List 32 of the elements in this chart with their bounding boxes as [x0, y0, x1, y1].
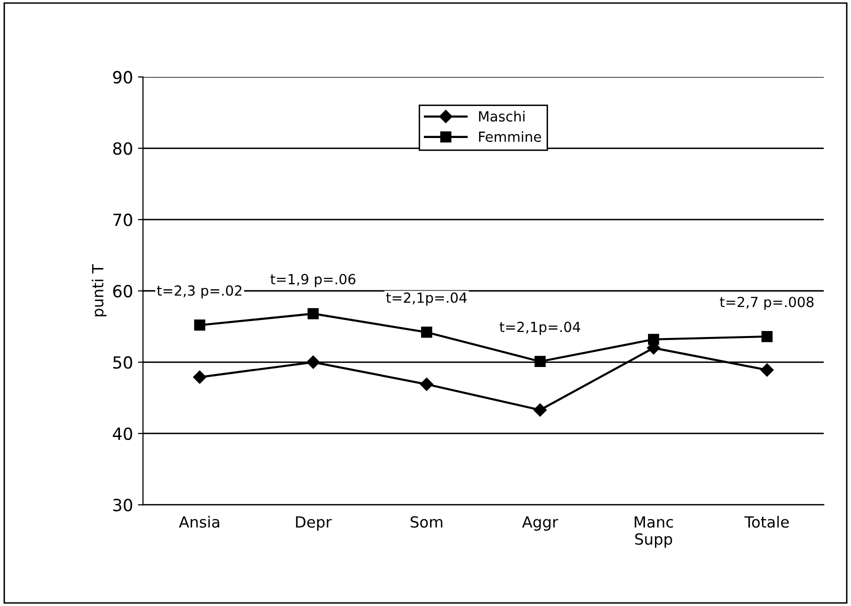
- y-tick-label: 90: [113, 70, 132, 84]
- annotation: t=2,3 p=.02: [157, 285, 242, 298]
- y-tick-label: 80: [113, 142, 132, 155]
- point: [421, 326, 432, 338]
- x-tick-label: Aggr: [522, 516, 558, 531]
- legend-label: Maschi: [479, 110, 524, 122]
- y-tick-label: 40: [112, 427, 132, 440]
- point: [648, 334, 660, 345]
- point: [193, 370, 206, 384]
- point: [420, 378, 434, 391]
- legend-label: Femmine: [479, 131, 542, 142]
- x-tick-label: Depr: [296, 516, 332, 531]
- point: [761, 330, 773, 342]
- point: [534, 356, 546, 368]
- y-tick-label: 70: [113, 214, 132, 226]
- point: [534, 403, 547, 417]
- point: [306, 356, 320, 369]
- point: [760, 363, 774, 377]
- x-tick-label: Manc Supp: [634, 516, 673, 548]
- annotation: t=2,1p=.04: [386, 292, 467, 306]
- x-tick-label: Som: [410, 516, 442, 528]
- y-tick-label: 60: [113, 284, 132, 298]
- annotation: t=1,9 p=.06: [270, 274, 356, 288]
- y-axis-title: punti T: [92, 264, 106, 316]
- x-tick-label: Ansia: [178, 516, 220, 528]
- x-tick-label: Totale: [744, 516, 789, 528]
- y-tick-label: 50: [113, 356, 132, 369]
- point: [194, 320, 206, 331]
- annotation: t=2,7 p=.008: [720, 296, 814, 310]
- point: [308, 308, 319, 320]
- annotation: t=2,1p=.04: [500, 322, 580, 335]
- y-tick-label: 30: [113, 498, 132, 512]
